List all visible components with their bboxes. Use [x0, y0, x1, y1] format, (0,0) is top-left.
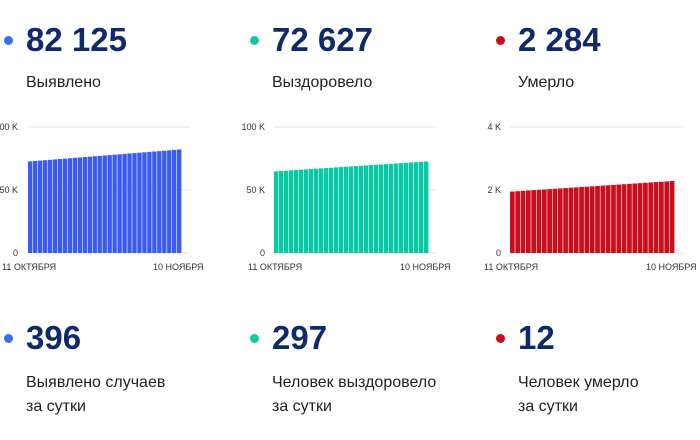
daily-died: 12 Человек умерло за сутки — [492, 318, 700, 428]
bullet-dot-icon — [4, 334, 13, 343]
daily-died-label-line2: за сутки — [518, 398, 578, 415]
daily-detected-value: 396 — [26, 319, 82, 356]
panel-died: 2 284 Умерло — [492, 20, 700, 440]
daily-recovered-value: 297 — [272, 319, 328, 356]
total-died-value: 2 284 — [518, 21, 601, 58]
daily-died-value: 12 — [518, 319, 555, 356]
total-detected-value: 82 125 — [26, 21, 127, 58]
panel-detected: 82 125 Выявлено — [0, 20, 230, 440]
bullet-dot-icon — [250, 36, 259, 45]
total-detected-label: Выявлено — [26, 74, 101, 91]
bullet-dot-icon — [250, 334, 259, 343]
daily-recovered-label-line2: за сутки — [272, 398, 332, 415]
bullet-dot-icon — [496, 334, 505, 343]
daily-died-label-line1: Человек умерло — [518, 374, 639, 391]
total-recovered-label: Выздоровело — [272, 74, 373, 91]
bullet-dot-icon — [4, 36, 13, 45]
daily-recovered: 297 Человек выздоровело за сутки — [246, 318, 476, 428]
total-died-label: Умерло — [518, 74, 575, 91]
panel-recovered: 72 627 Выздоровело — [246, 20, 476, 440]
daily-recovered-label-line1: Человек выздоровело — [272, 374, 437, 391]
bullet-dot-icon — [496, 36, 505, 45]
total-recovered-value: 72 627 — [272, 21, 373, 58]
daily-detected-label-line1: Выявлено случаев — [26, 374, 166, 391]
daily-detected: 396 Выявлено случаев за сутки — [0, 318, 230, 428]
daily-detected-label-line2: за сутки — [26, 398, 86, 415]
